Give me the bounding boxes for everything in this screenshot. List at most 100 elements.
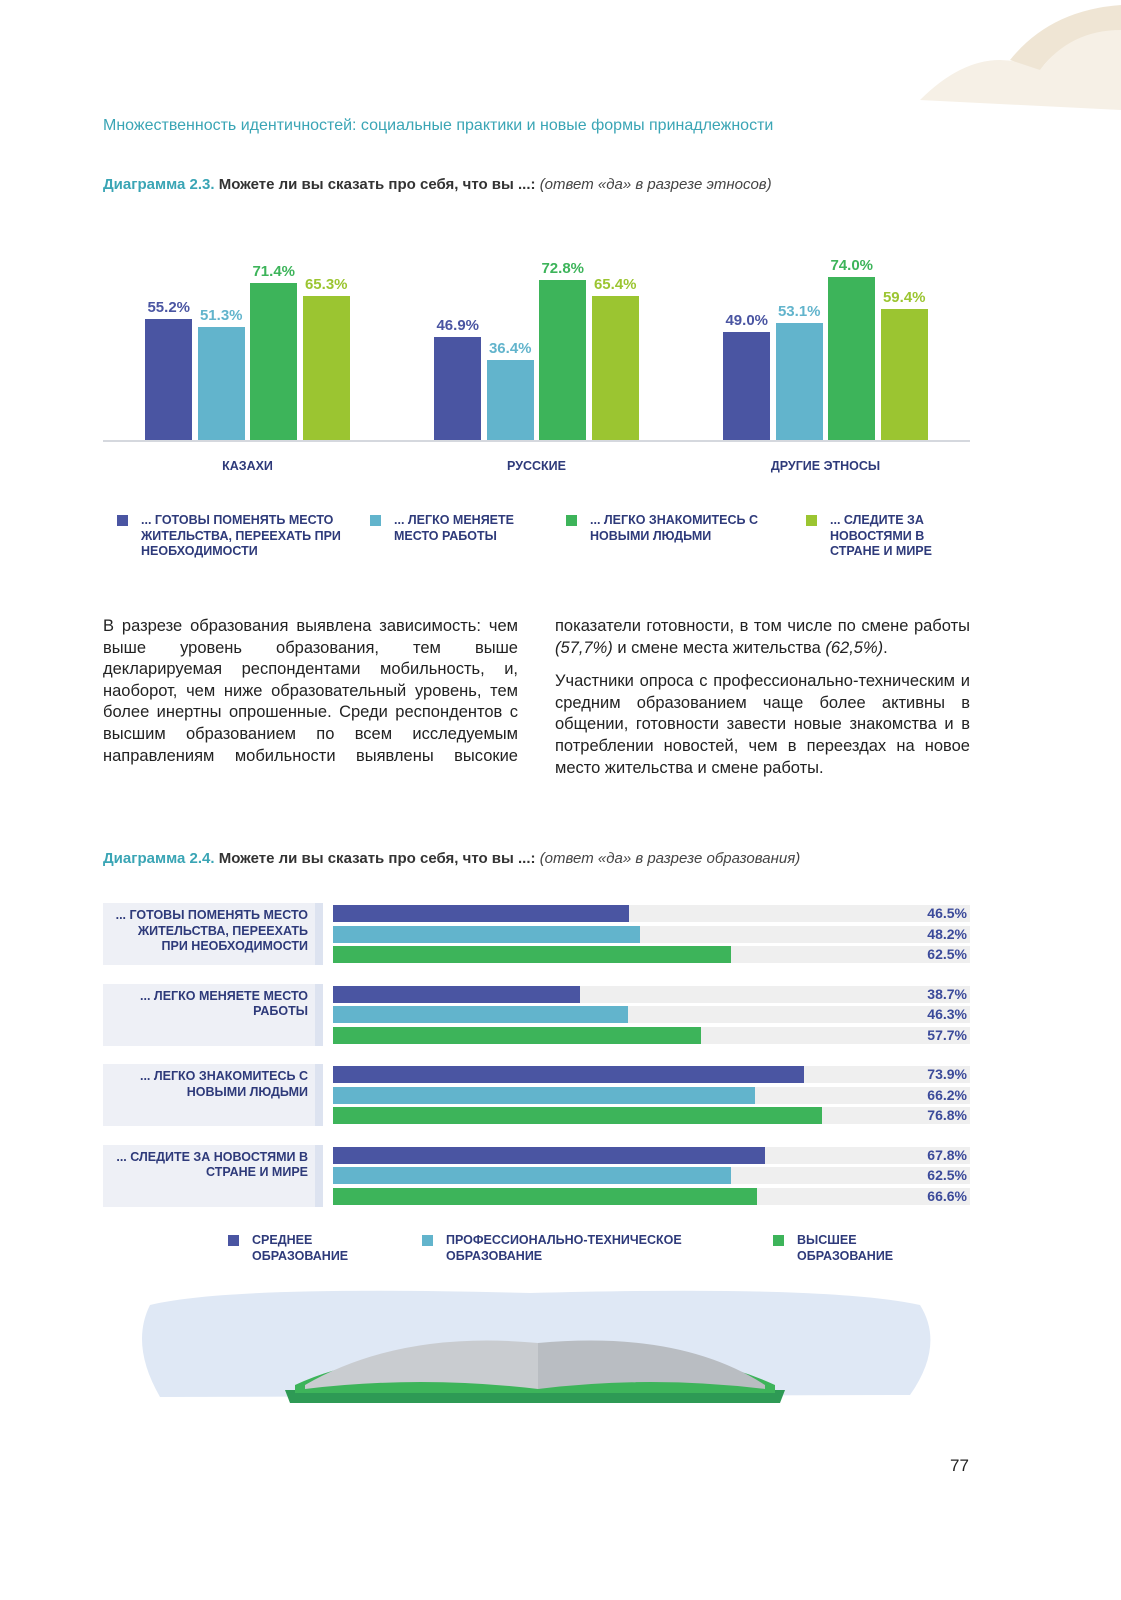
bar <box>723 332 771 440</box>
group-background <box>103 983 315 1046</box>
text: Участники опроса с профессионально-техни… <box>555 672 970 777</box>
text: В разрезе образования выявлена зависимос… <box>103 617 970 765</box>
legend-swatch <box>806 515 817 526</box>
legend-label: СРЕДНЕЕ ОБРАЗОВАНИЕ <box>252 1233 349 1263</box>
category-label: ... ГОТОВЫ ПОМЕНЯТЬ МЕСТО ЖИТЕЛЬСТВА, ПЕ… <box>115 908 308 953</box>
legend-label: ... ЛЕГКО ЗНАКОМИТЕСЬ С НОВЫМИ ЛЮДЬМИ <box>590 513 759 543</box>
legend-label: ... ГОТОВЫ ПОМЕНЯТЬ МЕСТО ЖИТЕЛЬСТВА, ПЕ… <box>141 513 341 558</box>
bar <box>145 318 193 440</box>
value-label: 38.7% <box>927 985 967 1002</box>
bar <box>250 282 298 440</box>
group-divider <box>315 903 323 965</box>
category-label: РУССКИЕ <box>507 459 566 473</box>
value-label: 65.3% <box>304 276 348 294</box>
group-background <box>103 1064 315 1126</box>
legend-swatch <box>773 1235 784 1246</box>
value-label: 71.4% <box>252 262 296 280</box>
bar <box>775 323 823 440</box>
bar <box>333 946 732 964</box>
legend-swatch <box>370 515 381 526</box>
value-label: 57.7% <box>927 1026 967 1043</box>
paragraph: В разрезе образования выявлена зависимос… <box>103 616 970 779</box>
value-label: 46.5% <box>927 905 967 921</box>
group-divider <box>315 983 323 1046</box>
value-label: 76.8% <box>927 1107 967 1124</box>
bar <box>333 1086 755 1104</box>
legend-label: ПРОФЕССИОНАЛЬНО-ТЕХНИЧЕСКОЕ ОБРАЗОВАНИЕ <box>446 1233 682 1263</box>
running-header: Множественность идентичностей: социальны… <box>103 117 774 134</box>
bar <box>333 1187 758 1205</box>
page-number: 77 <box>950 1456 969 1475</box>
value-label: 67.8% <box>927 1146 967 1163</box>
chart-number: Диаграмма 2.3. <box>103 176 215 193</box>
bar <box>302 296 350 440</box>
value-label: 62.5% <box>927 946 967 963</box>
bar <box>333 925 641 943</box>
book-illustration <box>142 1290 931 1403</box>
legend-label: ... ЛЕГКО МЕНЯЕТЕ МЕСТО РАБОТЫ <box>394 513 514 543</box>
value-label: 46.9% <box>436 316 480 334</box>
value-label: 51.3% <box>199 307 243 325</box>
category-label: ... СЛЕДИТЕ ЗА НОВОСТЯМИ В СТРАНЕ И МИРЕ <box>116 1149 308 1180</box>
group-background <box>103 903 315 965</box>
value-label: 66.6% <box>927 1187 967 1204</box>
legend-swatch <box>117 515 128 526</box>
body-text: В разрезе образования выявлена зависимос… <box>103 616 970 779</box>
bar <box>197 327 245 440</box>
text: (62,5%) <box>825 638 884 657</box>
text: (57,7%) <box>555 638 613 657</box>
value-label: 49.0% <box>725 312 769 330</box>
chart-subtitle: (ответ «да» в разрезе образования) <box>539 850 801 867</box>
legend-label: ВЫСШЕЕ ОБРАЗОВАНИЕ <box>797 1233 894 1263</box>
value-label: 46.3% <box>927 1006 967 1023</box>
baseline <box>103 440 970 442</box>
value-label: 74.0% <box>830 257 874 275</box>
category-label: КАЗАХИ <box>222 459 273 473</box>
ornament <box>920 5 1121 110</box>
chart-number: Диаграмма 2.4. <box>103 850 215 867</box>
legend-swatch <box>228 1235 239 1246</box>
value-label: 73.9% <box>927 1066 967 1082</box>
value-label: 72.8% <box>541 259 585 277</box>
legend-swatch <box>566 515 577 526</box>
legend-swatch <box>422 1235 433 1246</box>
bar <box>333 1026 701 1044</box>
legend-label: ... СЛЕДИТЕ ЗА НОВОСТЯМИ В СТРАНЕ И МИРЕ <box>830 513 932 558</box>
bar <box>434 336 482 440</box>
value-label: 66.2% <box>927 1086 967 1103</box>
value-label: 62.5% <box>927 1167 967 1184</box>
text: . <box>883 638 888 657</box>
value-label: 59.4% <box>882 289 926 307</box>
bar <box>880 309 928 440</box>
text: и смене места жительства <box>612 638 826 657</box>
bar <box>333 1167 732 1185</box>
bar <box>591 296 639 440</box>
category-label: ... ЛЕГКО ЗНАКОМИТЕСЬ С НОВЫМИ ЛЮДЬМИ <box>139 1069 308 1099</box>
chart-title: Диаграмма 2.3. Можете ли вы сказать про … <box>103 176 772 193</box>
group-divider <box>315 1064 323 1126</box>
bar <box>486 359 534 440</box>
group-divider <box>315 1144 323 1207</box>
bar <box>333 1006 628 1024</box>
bar <box>828 277 876 440</box>
value-label: 65.4% <box>593 276 637 294</box>
chart-question: Можете ли вы сказать про себя, что вы ..… <box>218 850 536 867</box>
bar <box>333 1146 765 1164</box>
bar <box>333 1066 804 1083</box>
bar <box>333 905 630 922</box>
value-label: 36.4% <box>488 339 532 357</box>
chart-subtitle: (ответ «да» в разрезе этносов) <box>539 176 772 193</box>
bar <box>333 985 580 1003</box>
chart-question: Можете ли вы сказать про себя, что вы ..… <box>218 176 536 193</box>
category-label: ... ЛЕГКО МЕНЯЕТЕ МЕСТО РАБОТЫ <box>140 988 308 1019</box>
group-background <box>103 1144 315 1207</box>
value-label: 55.2% <box>147 298 191 316</box>
category-label: ДРУГИЕ ЭТНОСЫ <box>770 459 881 473</box>
value-label: 53.1% <box>777 303 821 321</box>
chart-title: Диаграмма 2.4. Можете ли вы сказать про … <box>103 850 800 867</box>
bar <box>333 1107 823 1125</box>
bar <box>539 279 587 440</box>
value-label: 48.2% <box>927 925 967 942</box>
paragraph: Участники опроса с профессионально-техни… <box>555 671 970 779</box>
